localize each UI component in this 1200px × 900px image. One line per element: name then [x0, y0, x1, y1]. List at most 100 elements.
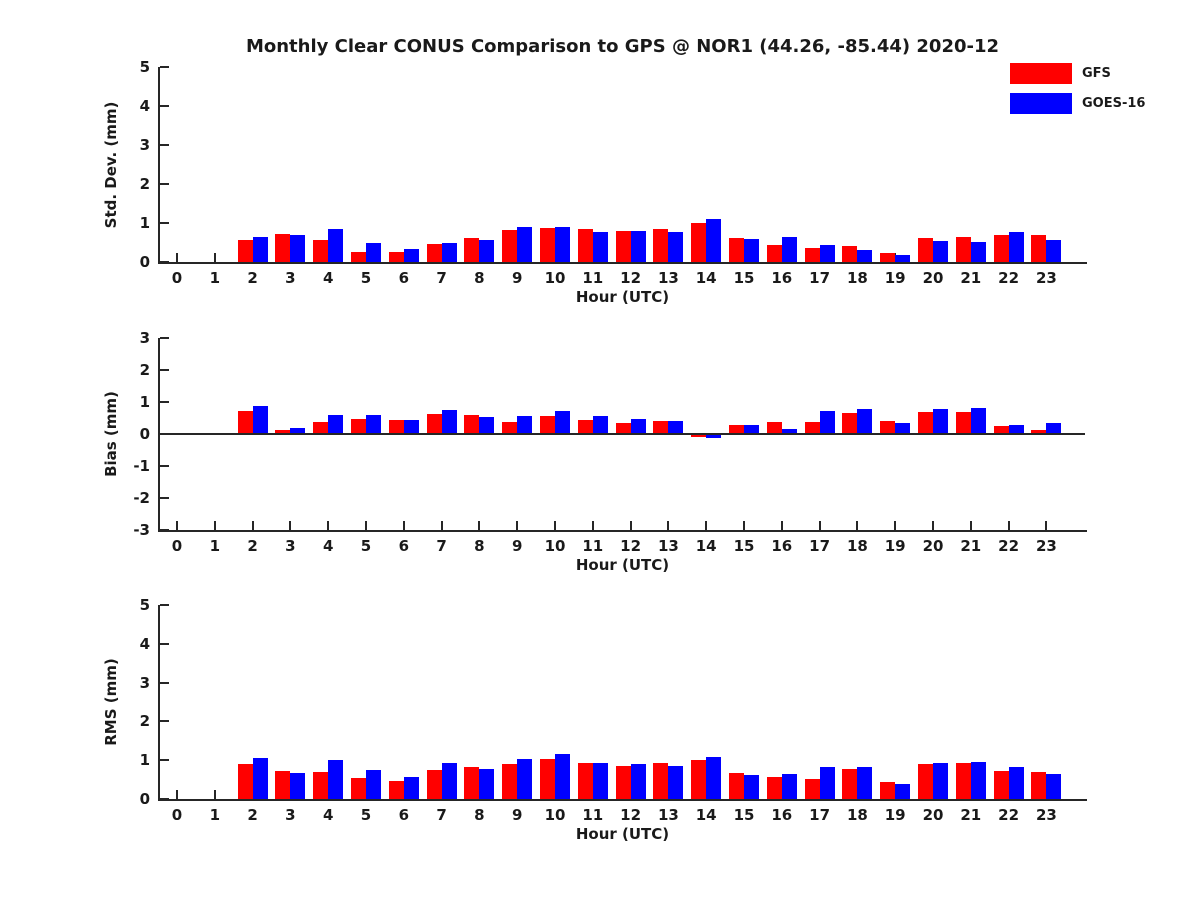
bar-goes-16-hour-2 — [252, 758, 268, 799]
bar-goes-16-hour-23 — [1046, 240, 1062, 262]
bias-x-tick — [629, 521, 632, 530]
bar-goes-16-hour-8 — [479, 768, 495, 799]
bar-goes-16-hour-5 — [366, 769, 381, 799]
bar-gfs-hour-8 — [464, 237, 480, 262]
stddev-x-tick-label: 0 — [171, 269, 183, 287]
rms-x-tick-label: 8 — [474, 806, 485, 824]
bar-goes-16-hour-16 — [781, 237, 797, 262]
stddev-x-tick-label: 8 — [474, 269, 485, 287]
bar-goes-16-hour-7 — [441, 242, 457, 262]
bar-goes-16-hour-12 — [630, 231, 646, 262]
bias-x-tick — [213, 521, 216, 530]
bar-gfs-hour-20 — [918, 238, 933, 262]
bar-gfs-hour-18 — [842, 768, 858, 799]
rms-x-tick-label: 22 — [998, 806, 1020, 824]
rms-x-tick-label: 19 — [884, 806, 906, 824]
rms-x-tick-label: 17 — [809, 806, 831, 824]
bias-x-tick-label: 6 — [398, 537, 410, 555]
bar-gfs-hour-4 — [313, 421, 329, 434]
bar-gfs-hour-4 — [313, 239, 329, 262]
bar-gfs-hour-23 — [1031, 235, 1047, 262]
rms-y-tick — [160, 642, 169, 645]
bias-x-tick — [516, 521, 519, 530]
bias-x-tick — [856, 521, 859, 530]
bar-goes-16-hour-2 — [252, 236, 268, 262]
bias-x-tick-label: 3 — [285, 537, 296, 555]
bias-x-tick-label: 20 — [922, 537, 944, 555]
stddev-x-tick-label: 9 — [511, 269, 523, 287]
stddev-x-tick-label: 11 — [582, 269, 604, 287]
rms-y-tick — [160, 720, 169, 723]
stddev-y-tick-label: 0 — [139, 253, 150, 271]
bar-gfs-hour-20 — [918, 764, 933, 799]
bar-goes-16-hour-9 — [517, 416, 533, 434]
bias-x-tick-label: 14 — [695, 537, 717, 555]
bar-gfs-hour-7 — [426, 244, 442, 262]
bias-x-tick-label: 11 — [582, 537, 604, 555]
bar-gfs-hour-20 — [918, 412, 933, 434]
bar-goes-16-hour-7 — [441, 763, 457, 799]
bias-x-tick — [402, 521, 405, 530]
bar-goes-16-hour-13 — [668, 231, 684, 262]
stddev-x-tick-label: 20 — [922, 269, 944, 287]
bar-gfs-hour-6 — [388, 252, 404, 262]
bar-goes-16-hour-16 — [781, 774, 797, 799]
stddev-x-tick-label: 3 — [285, 269, 296, 287]
bar-goes-16-hour-12 — [630, 764, 646, 799]
bar-goes-16-hour-22 — [1008, 767, 1024, 799]
bias-x-tick-label: 8 — [474, 537, 485, 555]
bar-gfs-hour-19 — [880, 781, 896, 799]
bias-y-tick-label: -3 — [133, 521, 150, 539]
bias-x-tick-label: 19 — [884, 537, 906, 555]
bias-x-tick — [667, 521, 670, 530]
stddev-y-tick-label: 4 — [139, 97, 150, 115]
stddev-x-tick — [176, 253, 178, 262]
bar-gfs-hour-22 — [993, 770, 1009, 799]
bar-goes-16-hour-19 — [895, 254, 911, 262]
bar-gfs-hour-12 — [615, 423, 631, 434]
stddev-x-tick-label: 1 — [209, 269, 221, 287]
rms-x-tick-label: 10 — [544, 806, 566, 824]
stddev-x-tick-label: 6 — [398, 269, 410, 287]
bar-goes-16-hour-11 — [592, 763, 608, 799]
bar-goes-16-hour-15 — [744, 774, 759, 799]
rms-y-tick-label: 5 — [139, 596, 150, 614]
rms-x-tick-label: 21 — [960, 806, 982, 824]
rms-x-axis-label: Hour (UTC) — [575, 825, 670, 843]
bar-goes-16-hour-19 — [895, 784, 911, 799]
bar-gfs-hour-21 — [955, 237, 971, 262]
bar-gfs-hour-2 — [237, 763, 253, 799]
bar-gfs-hour-18 — [842, 246, 858, 262]
rms-x-tick-label: 3 — [285, 806, 296, 824]
bar-goes-16-hour-15 — [744, 425, 759, 434]
rms-x-tick-label: 9 — [511, 806, 523, 824]
stddev-x-tick-label: 5 — [360, 269, 372, 287]
bias-y-tick-label: 1 — [139, 393, 150, 411]
bar-goes-16-hour-23 — [1046, 423, 1062, 434]
bar-goes-16-hour-16 — [781, 428, 797, 434]
bar-gfs-hour-9 — [502, 230, 518, 262]
bar-goes-16-hour-8 — [479, 239, 495, 262]
bias-x-tick-label: 21 — [960, 537, 982, 555]
bias-x-tick — [743, 521, 745, 530]
bar-goes-16-hour-9 — [517, 759, 533, 799]
rms-y-tick — [160, 681, 169, 684]
bar-gfs-hour-10 — [540, 228, 555, 262]
bias-x-tick — [1045, 521, 1048, 530]
bar-goes-16-hour-17 — [819, 245, 835, 262]
bias-x-tick — [176, 521, 178, 530]
stddev-plot-area — [158, 67, 1087, 264]
bar-goes-16-hour-9 — [517, 227, 533, 262]
bar-goes-16-hour-5 — [366, 415, 381, 434]
bar-goes-16-hour-17 — [819, 410, 835, 434]
bias-y-tick — [160, 337, 169, 339]
bar-goes-16-hour-6 — [403, 419, 419, 434]
chart-title: Monthly Clear CONUS Comparison to GPS @ … — [245, 36, 1000, 57]
bar-gfs-hour-23 — [1031, 771, 1047, 799]
bias-x-tick-label: 4 — [322, 537, 334, 555]
bias-x-axis-label: Hour (UTC) — [575, 556, 670, 574]
rms-x-tick-label: 5 — [360, 806, 372, 824]
bias-x-tick — [554, 521, 556, 530]
bias-x-tick — [591, 521, 594, 530]
stddev-x-tick-label: 19 — [884, 269, 906, 287]
